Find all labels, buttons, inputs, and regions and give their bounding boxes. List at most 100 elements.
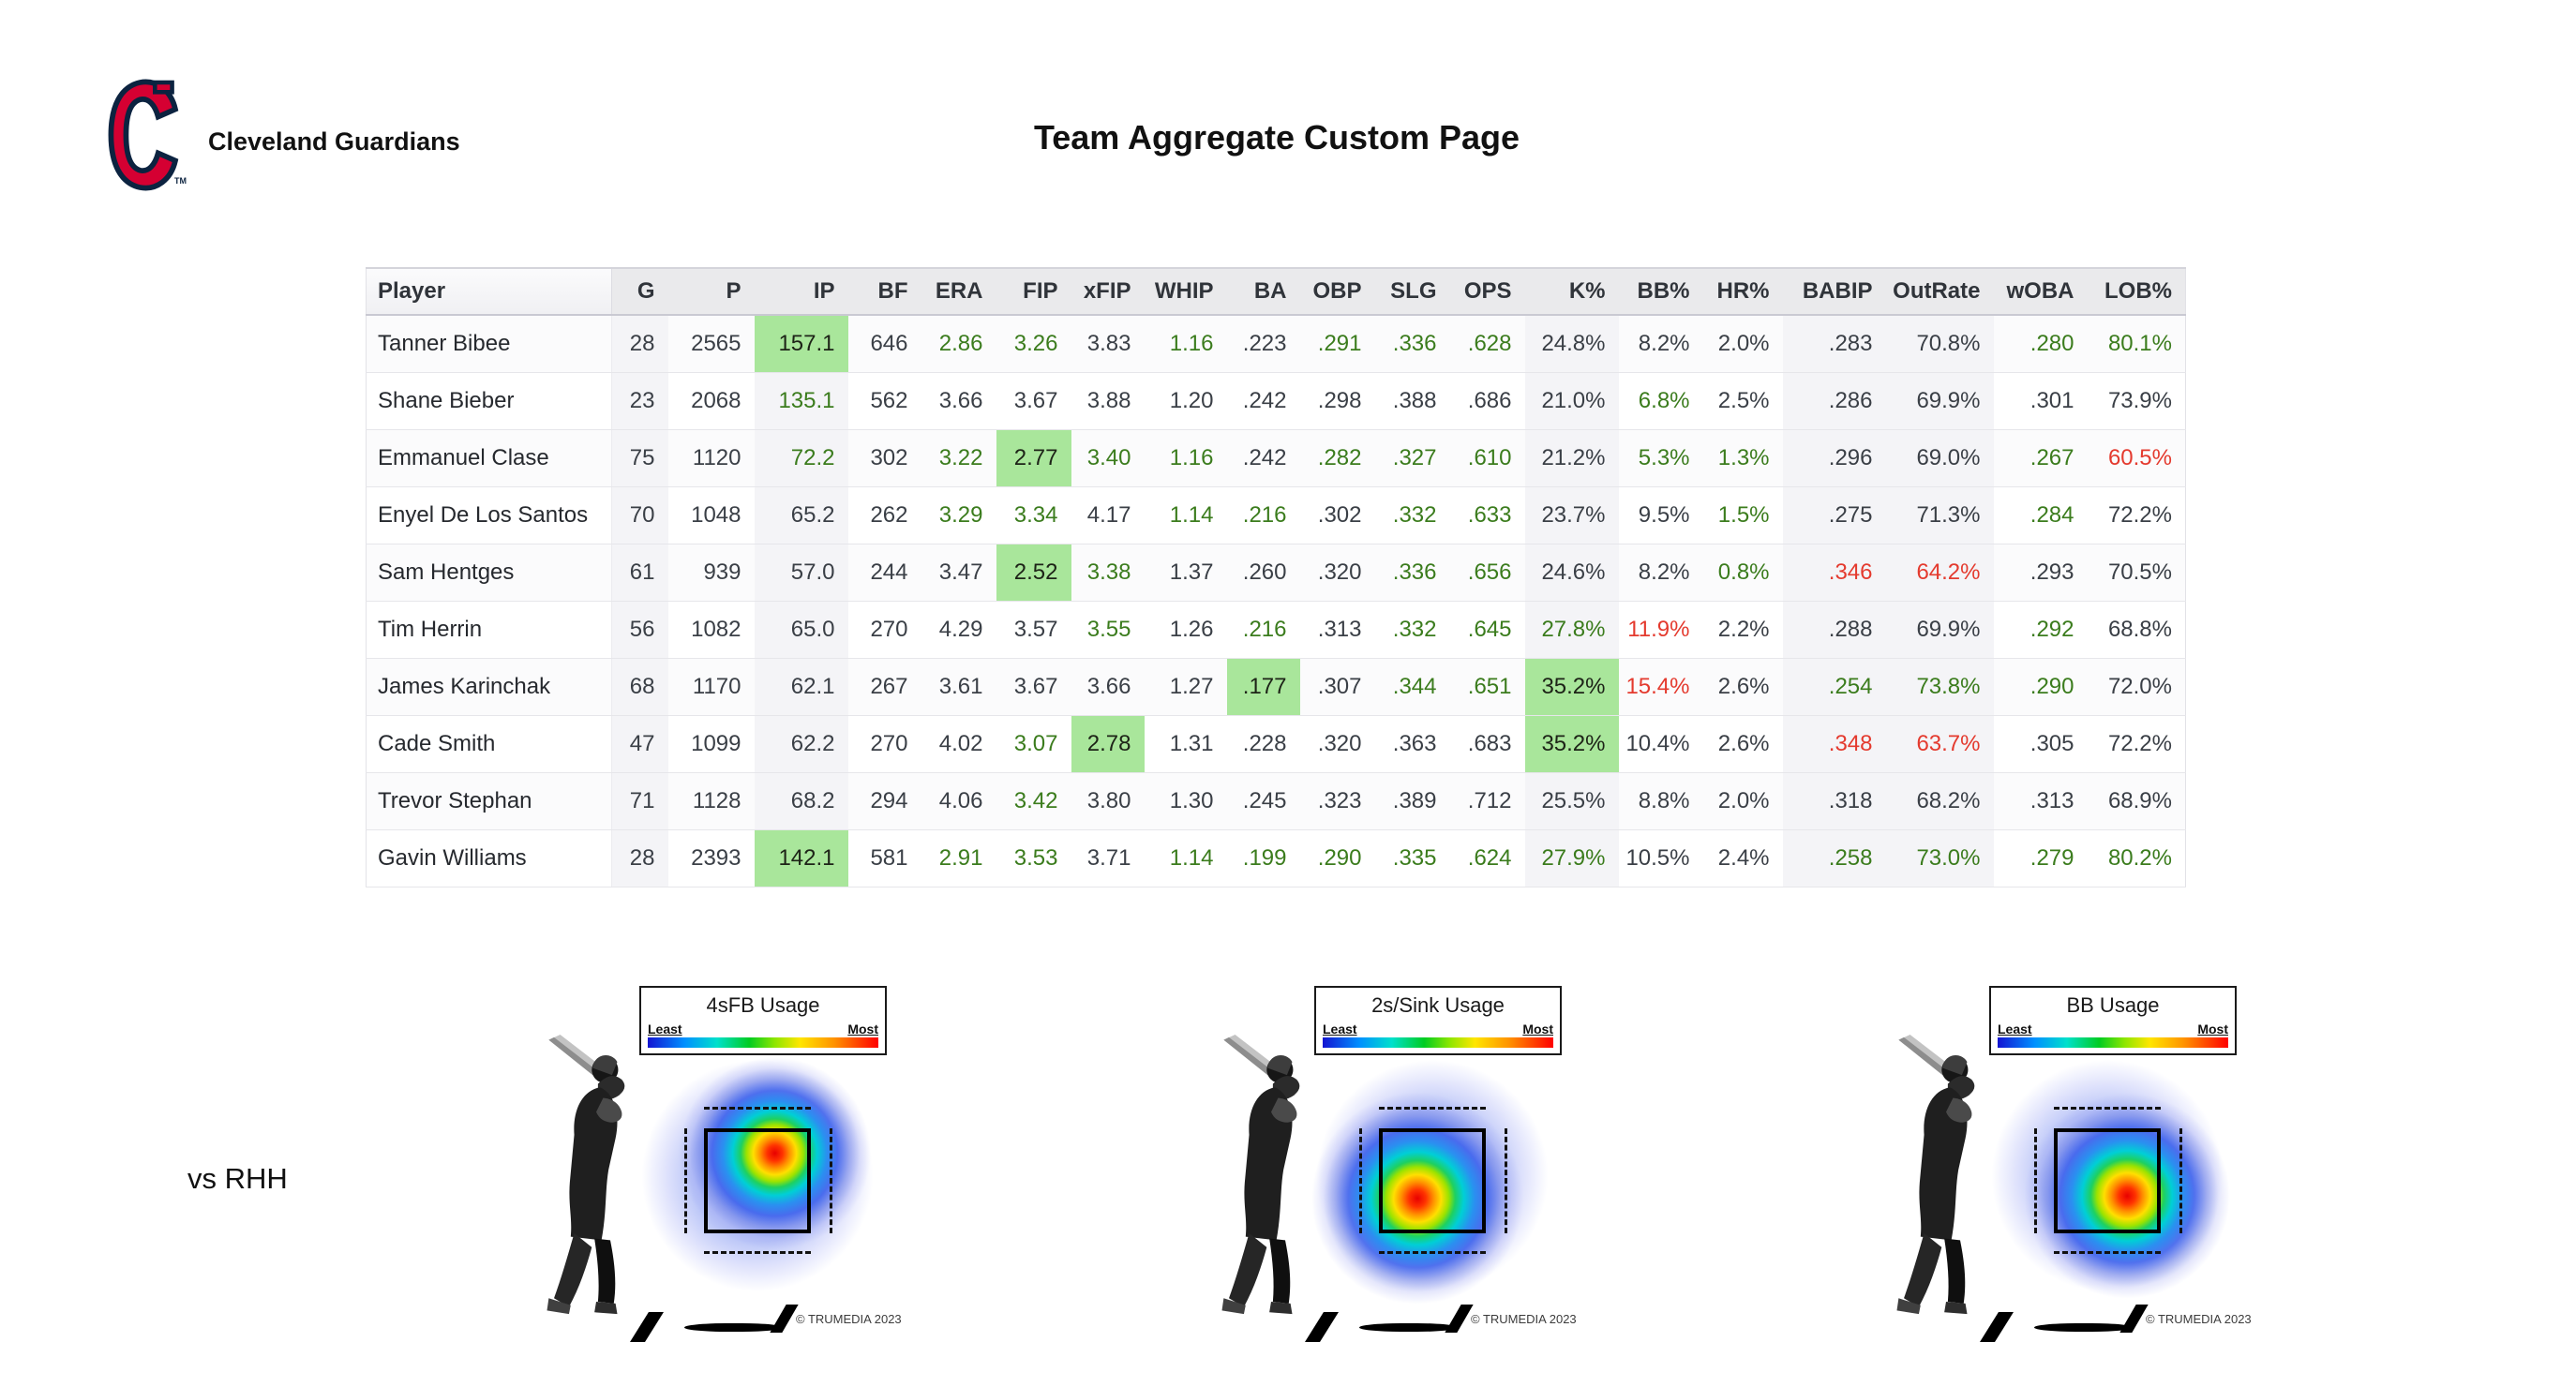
extended-zone-dash-top [1378,1106,1487,1110]
stat-cell: 65.0 [754,601,848,659]
column-header-bb[interactable]: BB% [1618,268,1703,316]
stat-cell: 1.30 [1144,772,1227,830]
stat-cell: .298 [1299,372,1375,430]
column-header-p[interactable]: P [667,268,755,316]
column-header-whip[interactable]: WHIP [1144,268,1227,316]
stat-cell: .286 [1782,372,1886,430]
stat-cell: 21.2% [1524,429,1619,487]
stat-cell: 72.0% [2087,658,2186,716]
column-header-outrate[interactable]: OutRate [1885,268,1994,316]
column-header-hr[interactable]: HR% [1702,268,1783,316]
stat-cell: .288 [1782,601,1886,659]
extended-zone-dash-right [830,1127,833,1234]
stat-cell: 2.6% [1702,658,1783,716]
column-header-lob[interactable]: LOB% [2087,268,2186,316]
column-header-ops[interactable]: OPS [1449,268,1525,316]
stat-cell: 2.6% [1702,715,1783,773]
stat-cell: 4.02 [921,715,996,773]
column-header-ba[interactable]: BA [1226,268,1300,316]
player-name[interactable]: Emmanuel Clase [366,429,612,487]
stat-cell: .291 [1299,315,1375,373]
stat-cell: 3.80 [1071,772,1145,830]
column-header-player[interactable]: Player [366,268,612,316]
batter-silhouette-icon [1894,1035,1999,1320]
stat-cell: 3.88 [1071,372,1145,430]
table-row[interactable]: Gavin Williams 28 2393 142.1 581 2.91 3.53 3.71… [366,829,2186,887]
column-header-fip[interactable]: FIP [996,268,1071,316]
player-name[interactable]: Tanner Bibee [366,315,612,373]
stat-cell: 1.14 [1144,829,1227,887]
table-row[interactable]: Sam Hentges 61 939 57.0 244 3.47 2.52 3.38 1.37.… [366,544,2186,602]
table-row[interactable]: Shane Bieber 23 2068 135.1 562 3.66 3.67 3.88 1.… [366,372,2186,430]
stat-cell: 3.71 [1071,829,1145,887]
stat-cell: 2.5% [1702,372,1783,430]
player-name[interactable]: Tim Herrin [366,601,612,659]
player-name[interactable]: Sam Hentges [366,544,612,602]
table-row[interactable]: Emmanuel Clase 75 1120 72.2 302 3.22 2.77 3.40 1… [366,429,2186,487]
stat-cell: .335 [1374,829,1450,887]
player-name[interactable]: James Karinchak [366,658,612,716]
extended-zone-dash-bottom [703,1251,812,1255]
table-row[interactable]: Enyel De Los Santos 70 1048 65.2 262 3.29 3.34… [366,486,2186,544]
player-name[interactable]: Gavin Williams [366,829,612,887]
stat-cell: 64.2% [1885,544,1994,602]
extended-zone-dash-bottom [2053,1251,2162,1255]
stat-cell: 244 [847,544,921,602]
stat-cell: 5.3% [1618,429,1703,487]
stat-cell: 3.26 [996,315,1071,373]
legend-least-label: Least [648,1022,682,1037]
table-row[interactable]: Tim Herrin 56 1082 65.0 270 4.29 3.57 3.55 1.26.… [366,601,2186,659]
stat-cell: .344 [1374,658,1450,716]
trumedia-logo-icon [1445,1305,1474,1333]
stat-cell: 142.1 [754,829,848,887]
player-name[interactable]: Enyel De Los Santos [366,486,612,544]
column-header-woba[interactable]: wOBA [1993,268,2088,316]
home-plate-icon [1359,1323,1459,1332]
player-name[interactable]: Trevor Stephan [366,772,612,830]
legend-most-label: Most [2197,1022,2228,1037]
stat-cell: 3.07 [996,715,1071,773]
stat-cell: 3.42 [996,772,1071,830]
column-header-era[interactable]: ERA [921,268,996,316]
table-row[interactable]: Tanner Bibee 28 2565 157.1 646 2.86 3.26 3.83 1.… [366,315,2186,373]
stat-cell: .228 [1226,715,1300,773]
stat-cell: .245 [1226,772,1300,830]
table-row[interactable]: Trevor Stephan 71 1128 68.2 294 4.06 3.42 3.80 1… [366,772,2186,830]
column-header-obp[interactable]: OBP [1299,268,1375,316]
page-title: Team Aggregate Custom Page [1033,118,1520,157]
stat-cell: 27.8% [1524,601,1619,659]
player-name[interactable]: Cade Smith [366,715,612,773]
stat-cell: 3.40 [1071,429,1145,487]
stat-cell: 135.1 [754,372,848,430]
stat-cell: .177 [1226,658,1300,716]
stat-cell: 1.16 [1144,429,1227,487]
stat-cell: 3.67 [996,372,1071,430]
column-header-babip[interactable]: BABIP [1782,268,1886,316]
heatmap-legend-box: BB Usage Least Most [1989,986,2237,1055]
stat-cell: 10.4% [1618,715,1703,773]
table-row[interactable]: Cade Smith 47 1099 62.2 270 4.02 3.07 2.78 1.31.… [366,715,2186,773]
stat-cell: 2565 [667,315,755,373]
stat-cell: 21.0% [1524,372,1619,430]
column-header-slg[interactable]: SLG [1374,268,1450,316]
stat-cell: 1.31 [1144,715,1227,773]
stat-cell: 4.17 [1071,486,1145,544]
column-header-ip[interactable]: IP [754,268,848,316]
column-header-g[interactable]: G [611,268,668,316]
stat-cell: 2.52 [996,544,1071,602]
stat-cell: .624 [1449,829,1525,887]
stat-cell: 62.2 [754,715,848,773]
stat-cell: 3.57 [996,601,1071,659]
stat-cell: 2.91 [921,829,996,887]
stat-cell: .223 [1226,315,1300,373]
heatmap-title: 2s/Sink Usage [1371,993,1505,1017]
column-header-k[interactable]: K% [1524,268,1619,316]
column-header-xfip[interactable]: xFIP [1071,268,1145,316]
stat-cell: .279 [1993,829,2088,887]
heatmap-panel-bb: BB Usage Least Most © TRUMEDIA 2023 [1894,986,2252,1356]
player-name[interactable]: Shane Bieber [366,372,612,430]
column-header-bf[interactable]: BF [847,268,921,316]
legend-gradient-bar [1323,1037,1553,1048]
table-row[interactable]: James Karinchak 68 1170 62.1 267 3.61 3.67 3.66… [366,658,2186,716]
stat-cell: .305 [1993,715,2088,773]
